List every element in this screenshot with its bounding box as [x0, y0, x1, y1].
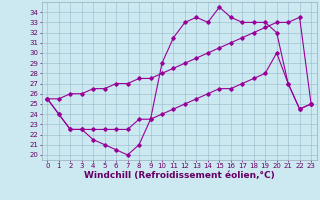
- X-axis label: Windchill (Refroidissement éolien,°C): Windchill (Refroidissement éolien,°C): [84, 171, 275, 180]
